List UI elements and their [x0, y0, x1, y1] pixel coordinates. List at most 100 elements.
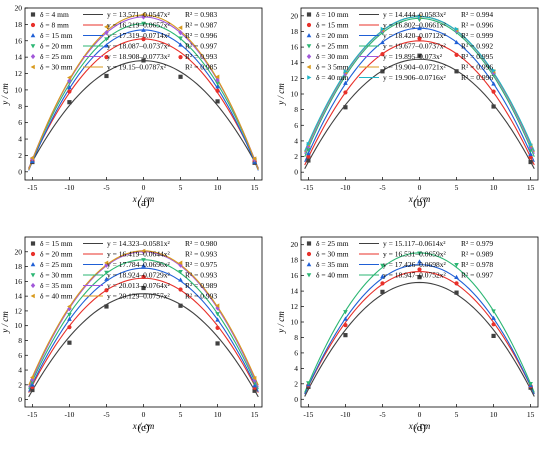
legend-equation: y = 18.908–0.0773x² — [107, 52, 170, 61]
data-point-series-2 — [491, 315, 496, 320]
data-point-series-0 — [528, 159, 533, 165]
data-point-series-0 — [141, 58, 146, 63]
data-point-series-2 — [380, 39, 385, 45]
data-point-series-1 — [380, 52, 385, 57]
x-tick-label: 10 — [214, 183, 222, 192]
data-point-series-6 — [343, 69, 348, 74]
data-point-series-3 — [104, 37, 109, 42]
data-point-series-5 — [141, 248, 146, 254]
data-point-series-2 — [30, 382, 35, 387]
y-tick-label: 12 — [15, 69, 23, 78]
fit-curve-0 — [28, 293, 259, 398]
legend-label: δ = 20 mm — [316, 31, 349, 40]
fit-curve-1 — [304, 40, 535, 166]
data-point-series-0 — [30, 387, 35, 393]
data-point-series-1 — [141, 274, 146, 280]
data-point-series-2 — [528, 151, 533, 156]
legend-marker-3 — [306, 273, 312, 278]
data-point-series-4 — [67, 78, 72, 84]
x-tick-label: -10 — [64, 410, 74, 419]
legend-marker-3 — [306, 44, 312, 49]
data-point-series-0 — [417, 275, 422, 280]
legend-marker-1 — [306, 251, 312, 257]
data-point-series-3 — [178, 269, 183, 275]
x-tick-label: -5 — [103, 410, 109, 419]
data-point-series-5 — [215, 74, 220, 80]
y-tick-label: 6 — [294, 348, 298, 357]
y-tick-label: 14 — [291, 287, 299, 296]
legend-marker-0 — [306, 12, 312, 17]
legend-equation: y = 17.426–0.0698x² — [383, 260, 446, 269]
legend-marker-5 — [306, 64, 311, 70]
legend-equation: y = 16.802–0.0661x² — [383, 21, 446, 30]
chart-panel-b: -15 -10 -5 0 5 10 15 0 2 4 6 8 10 12 14 16 18 20 x / cm y /… — [276, 7, 539, 209]
data-point-series-1 — [454, 281, 459, 286]
legend-r2: R² = 0.996 — [185, 31, 217, 40]
x-tick-label: 10 — [490, 410, 498, 419]
data-point-series-2 — [417, 25, 422, 31]
data-point-series-5 — [215, 303, 220, 309]
legend-equation: y = 19.904–0.0721x² — [383, 63, 446, 72]
y-tick-label: 8 — [294, 333, 298, 342]
data-point-series-1 — [306, 154, 311, 159]
data-point-series-2 — [343, 80, 348, 85]
data-point-series-5 — [252, 375, 257, 381]
y-tick-label: 18 — [15, 20, 23, 29]
data-point-series-3 — [343, 310, 348, 315]
data-point-series-6 — [528, 142, 534, 148]
chart-panel-d: -15 -10 -5 0 5 10 15 0 2 4 6 8 10 12 14 16 18 20 x / cm y /… — [276, 236, 539, 434]
y-tick-label: 0 — [18, 167, 22, 176]
x-tick-label: 15 — [527, 410, 535, 419]
y-tick-label: 6 — [18, 118, 22, 127]
data-point-series-2 — [141, 27, 146, 32]
data-point-series-3 — [491, 309, 496, 314]
y-tick-label: 2 — [294, 379, 298, 388]
legend-marker-0 — [30, 241, 36, 246]
y-tick-label: 14 — [291, 58, 299, 67]
y-tick-label: 10 — [291, 90, 299, 99]
legend-equation: y = 16.419–0.0644x² — [107, 250, 170, 259]
y-tick-label: 2 — [18, 151, 22, 160]
data-point-series-4 — [528, 144, 533, 150]
legend-label: δ = 35 mm — [316, 260, 349, 269]
data-point-series-0 — [67, 340, 72, 345]
legend-marker-2 — [306, 262, 312, 267]
data-point-series-6 — [417, 14, 422, 19]
legend-equation: y = 18.087–0.0737x² — [107, 42, 170, 51]
x-tick-label: 0 — [418, 410, 422, 419]
legend-label: δ = 10 mm — [316, 10, 349, 19]
data-point-series-3 — [141, 258, 146, 263]
x-tick-label: 5 — [179, 183, 183, 192]
y-tick-label: 4 — [18, 366, 22, 375]
y-tick-label: 0 — [18, 395, 22, 404]
data-point-series-0 — [67, 100, 72, 105]
legend-equation: y = 18.924–0.0729x² — [107, 271, 170, 280]
x-tick-label: 5 — [179, 410, 183, 419]
data-point-series-3 — [104, 270, 109, 275]
data-point-series-2 — [178, 277, 183, 282]
x-tick-label: 15 — [251, 410, 259, 419]
data-point-series-0 — [215, 99, 220, 104]
fit-curve-1 — [304, 270, 535, 395]
legend-marker-5 — [30, 64, 35, 70]
fit-curve-0 — [304, 281, 535, 397]
legend-equation: y = 16.531–0.0659x² — [383, 250, 446, 259]
data-point-series-5 — [67, 304, 72, 309]
legend-r2: R² = 0.989 — [461, 250, 493, 259]
legend-label: δ = 15 mm — [316, 21, 349, 30]
data-point-series-1 — [215, 88, 220, 93]
legend-equation: y = 20.129–0.0757x² — [107, 292, 170, 301]
legend-r2: R² = 0.995 — [461, 52, 493, 61]
data-point-series-0 — [104, 304, 109, 309]
data-point-series-0 — [380, 69, 385, 74]
data-point-series-1 — [104, 55, 109, 60]
data-point-series-4 — [141, 14, 146, 20]
data-point-series-0 — [417, 53, 422, 58]
fit-curve-2 — [304, 264, 535, 395]
data-point-series-3 — [215, 81, 220, 86]
legend-label: δ = 20 mm — [40, 250, 73, 259]
legend-label: δ = 25 mm — [40, 52, 73, 61]
data-point-series-0 — [491, 104, 496, 109]
legend-label: δ = 15 mm — [40, 31, 73, 40]
x-axis-label: x / cm — [408, 421, 431, 431]
